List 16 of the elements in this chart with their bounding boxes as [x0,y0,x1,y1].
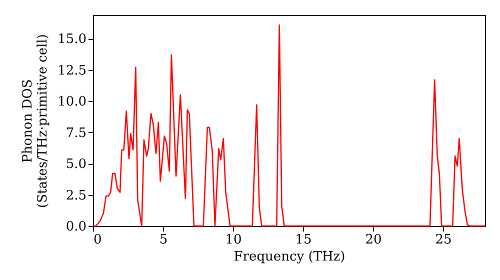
x-tick-label: 10 [225,232,242,248]
x-tick-label: 15 [295,232,312,248]
x-tick-label: 20 [365,232,382,248]
y-tick-label: 12.5 [58,63,86,78]
y-tick-label: 10.0 [58,94,86,110]
y-tick-label: 7.5 [66,126,86,141]
y-tick-label: 5.0 [66,157,86,172]
y-tick-label: 0.0 [66,220,86,234]
y-tick-label: 2.5 [66,188,86,204]
x-axis-title: Frequency (THz) [234,250,346,264]
x-tick-label: 0 [94,232,102,248]
line-series [92,24,486,227]
x-tick-label: 5 [159,232,168,248]
y-axis-title: Phonon DOS (States/THz·primitive cell) [20,34,51,208]
x-tick-label: 25 [435,232,452,248]
y-tick-label: 15.0 [58,32,86,48]
